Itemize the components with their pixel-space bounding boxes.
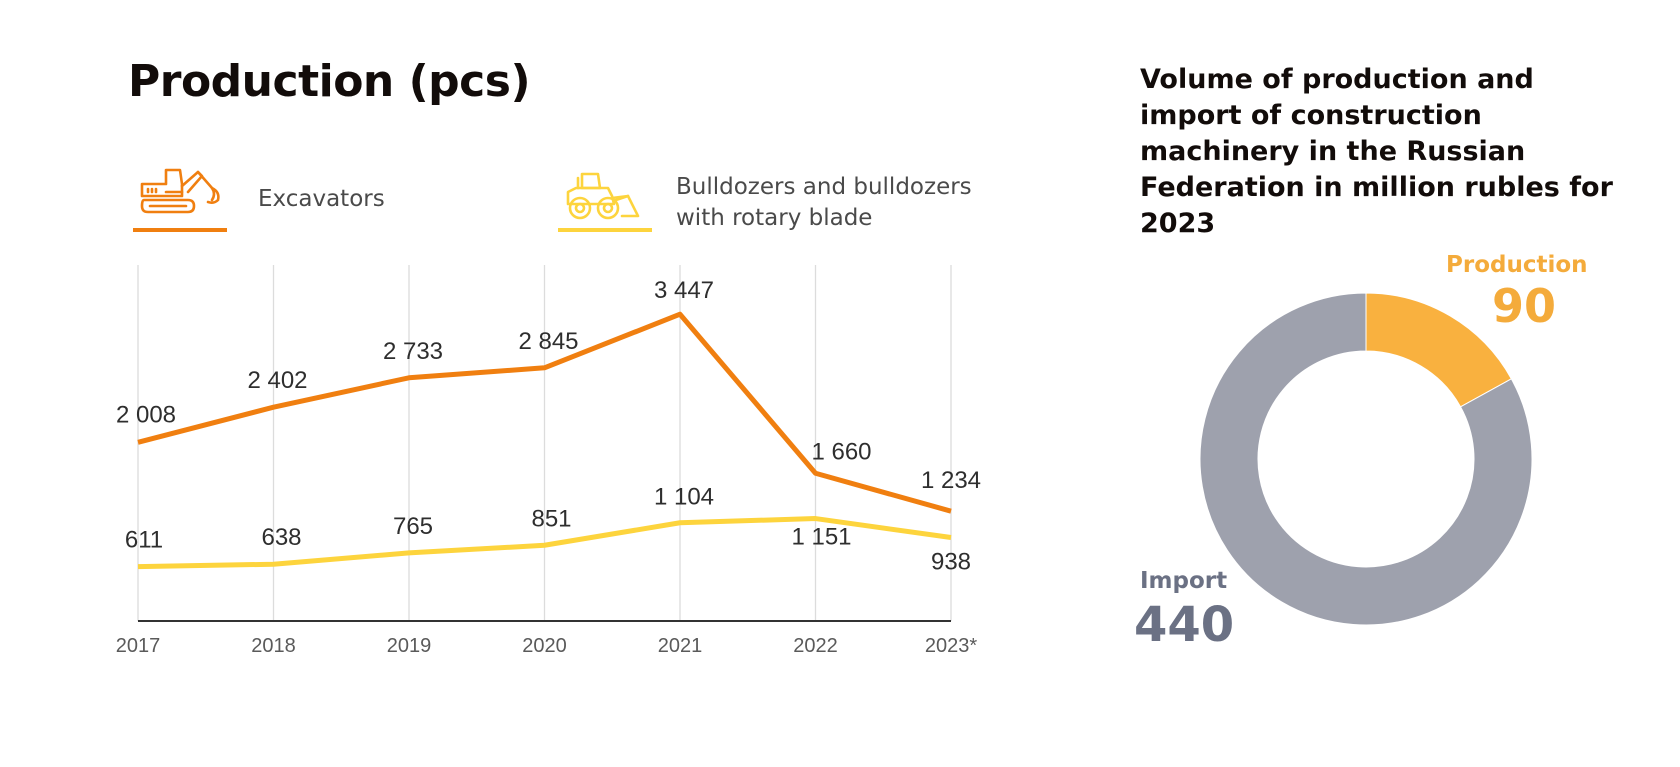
series-excavators-data-label: 2 402 (247, 367, 307, 394)
donut-chart-title: Volume of production and import of const… (1140, 64, 1613, 239)
donut-slices (1199, 292, 1533, 626)
legend-label-line-2: with rotary blade (676, 205, 873, 231)
x-tick-label: 2022 (793, 635, 838, 657)
legend-swatch-excavators (133, 228, 227, 232)
x-tick-label: 2023* (925, 635, 977, 657)
series-excavators-data-label: 1 234 (921, 467, 981, 494)
series-excavators-data-label: 3 447 (654, 277, 714, 304)
series-excavators-data-label: 2 008 (116, 401, 176, 428)
x-tick-label: 2019 (387, 635, 432, 657)
line-chart: 2017 2018 2019 2020 2021 2022 2023* 2 008 2 402… (116, 265, 981, 657)
series-bulldozers-data-label: 638 (261, 524, 301, 551)
x-tick-label: 2018 (251, 635, 296, 657)
excavator-icon (140, 168, 220, 214)
series-bulldozers-data-label: 765 (393, 513, 433, 540)
legend-swatch-bulldozers (558, 228, 652, 232)
bulldozer-icon (566, 172, 640, 220)
x-tick-label: 2020 (522, 635, 567, 657)
data-labels: 2 008 2 402 2 733 2 845 3 447 1 660 1 234 611 63… (116, 277, 981, 575)
series-bulldozers-data-label: 1 151 (791, 524, 851, 551)
legend-label-excavators: Excavators (258, 186, 385, 212)
import-slice-name: Import (1140, 568, 1228, 594)
series-excavators-data-label: 2 845 (518, 328, 578, 355)
donut-slice-production (1365, 292, 1513, 408)
series-excavators-data-label: 2 733 (383, 338, 443, 365)
x-tick-label: 2021 (658, 635, 703, 657)
series-excavators-data-label: 1 660 (811, 438, 871, 465)
production-slice-value: 90 (1492, 279, 1557, 333)
import-slice-value: 440 (1134, 597, 1235, 653)
series-bulldozers-data-label: 1 104 (654, 484, 714, 511)
line-chart-title: Production (pcs) (128, 56, 531, 107)
gridlines (137, 265, 952, 621)
series-bulldozers-data-label: 938 (931, 549, 971, 576)
x-tick-labels: 2017 2018 2019 2020 2021 2022 2023* (116, 635, 978, 657)
series-bulldozers-data-label: 851 (531, 505, 571, 532)
production-slice-name: Production (1446, 252, 1588, 278)
legend-label-bulldozers: Bulldozers and bulldozers with rotary bl… (676, 172, 972, 234)
series-lines (137, 311, 952, 570)
donut-chart (1199, 292, 1533, 626)
series-bulldozers-data-label: 611 (125, 527, 163, 554)
x-tick-label: 2017 (116, 635, 161, 657)
donut-slice-import (1199, 292, 1533, 626)
legend-label-line-1: Bulldozers and bulldozers (676, 174, 972, 200)
